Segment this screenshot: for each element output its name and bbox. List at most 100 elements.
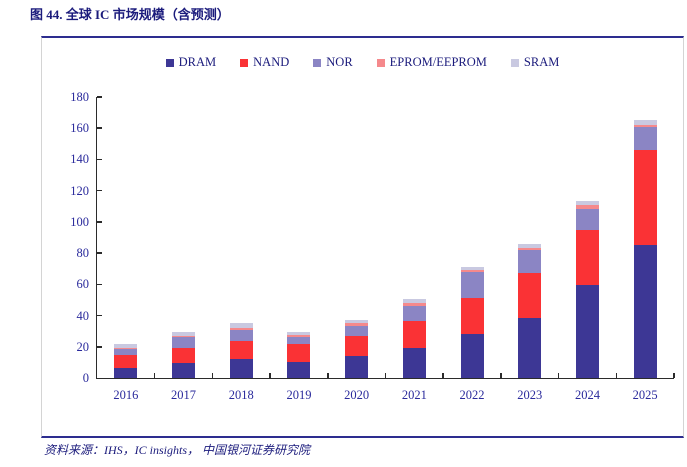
bar-segment-2023-sram bbox=[518, 243, 542, 248]
bar-segment-2024-dram bbox=[575, 285, 599, 378]
x-axis-tick-label: 2020 bbox=[344, 388, 370, 402]
legend-swatch-icon bbox=[240, 58, 249, 67]
plot-area: 0 20 40 60 80 100 120 140 160 180 2016 2017 2018 2019… bbox=[70, 90, 675, 402]
x-axis-tick-mark bbox=[442, 373, 444, 378]
y-axis-tick-label: 180 bbox=[70, 90, 89, 104]
y-axis-tick-label: 0 bbox=[82, 371, 89, 385]
bar-segment-2018-dram bbox=[229, 359, 253, 378]
y-axis-tick-mark bbox=[97, 189, 102, 192]
x-axis-tick-mark bbox=[615, 373, 618, 378]
bar-segment-2017-nand bbox=[172, 347, 196, 364]
x-axis-tick-label: 2025 bbox=[632, 388, 658, 402]
legend-item-nor: NOR bbox=[313, 55, 353, 70]
bar-segment-2020-eprom-eeprom bbox=[345, 322, 369, 326]
legend-label: NAND bbox=[253, 55, 290, 69]
y-axis-tick-mark bbox=[97, 283, 102, 286]
bar-segment-2019-sram bbox=[287, 332, 311, 336]
bar-segment-2018-eprom-eeprom bbox=[229, 327, 253, 330]
bar-segment-2017-dram bbox=[172, 363, 196, 378]
bar-segment-2021-eprom-eeprom bbox=[402, 303, 426, 307]
x-axis-tick-mark bbox=[153, 373, 156, 378]
bar-segment-2025-nand bbox=[633, 150, 657, 246]
bar-segment-2017-sram bbox=[172, 331, 196, 336]
x-axis-tick-label: 2022 bbox=[459, 388, 485, 402]
bar-segment-2020-nor bbox=[345, 325, 369, 336]
x-axis-tick-label: 2019 bbox=[286, 388, 312, 402]
legend-swatch-icon bbox=[165, 58, 174, 67]
bar-segment-2019-nor bbox=[287, 337, 311, 345]
y-axis-tick-mark bbox=[97, 252, 102, 254]
x-axis-tick-mark bbox=[269, 373, 271, 378]
legend-swatch-icon bbox=[376, 58, 385, 67]
x-axis-tick-mark bbox=[557, 373, 560, 378]
legend-swatch-icon bbox=[313, 58, 322, 67]
legend-label: SRAM bbox=[523, 55, 560, 69]
y-axis-tick-label: 40 bbox=[76, 308, 90, 323]
bar-segment-2025-sram bbox=[633, 120, 657, 125]
figure-title: 图 44. 全球 IC 市场规模（含预测） bbox=[30, 7, 230, 22]
y-axis-tick-mark bbox=[97, 158, 102, 161]
legend-label: NOR bbox=[326, 55, 353, 69]
y-axis-tick-mark bbox=[97, 127, 102, 130]
bar-segment-2020-sram bbox=[345, 319, 369, 323]
y-axis-tick-label: 140 bbox=[70, 152, 89, 167]
bar-segment-2021-nand bbox=[402, 321, 426, 348]
bar-segment-2016-dram bbox=[114, 367, 138, 378]
y-axis-tick-mark bbox=[97, 314, 102, 317]
y-axis-tick-label: 60 bbox=[76, 277, 90, 292]
x-axis-tick-mark bbox=[327, 373, 329, 378]
bar-segment-2016-eprom-eeprom bbox=[114, 348, 138, 350]
data-source-note: 资料来源：IHS，IC insights， 中国银河证券研究院 bbox=[44, 443, 311, 457]
y-axis-tick-label: 160 bbox=[70, 121, 89, 136]
y-axis-tick-mark bbox=[97, 221, 102, 223]
bar-segment-2023-eprom-eeprom bbox=[518, 247, 542, 250]
bar-segment-2020-nand bbox=[345, 335, 369, 357]
bar-segment-2022-dram bbox=[460, 334, 484, 378]
x-axis-tick-label: 2016 bbox=[113, 388, 139, 402]
bar-segment-2019-dram bbox=[287, 361, 311, 378]
y-axis-tick-mark bbox=[97, 345, 102, 348]
legend-item-nand: NAND bbox=[240, 55, 289, 70]
bar-segment-2018-nor bbox=[229, 329, 253, 342]
bar-segment-2025-eprom-eeprom bbox=[633, 124, 657, 128]
bar-segment-2023-nor bbox=[518, 250, 542, 273]
bar-segment-2023-dram bbox=[518, 317, 542, 378]
legend-item-dram: DRAM bbox=[165, 55, 217, 70]
x-axis-tick-mark bbox=[211, 373, 214, 378]
bar-segment-2023-nand bbox=[518, 272, 542, 318]
x-axis-tick-label: 2023 bbox=[517, 388, 543, 402]
y-axis-tick-label: 100 bbox=[70, 214, 89, 229]
bar-segment-2016-sram bbox=[114, 344, 138, 349]
y-axis-tick-label: 80 bbox=[76, 246, 90, 261]
bar-segment-2024-nor bbox=[575, 208, 599, 230]
bar-segment-2018-nand bbox=[229, 341, 253, 360]
x-axis-tick-label: 2021 bbox=[401, 388, 427, 402]
bar-segment-2016-nand bbox=[114, 355, 138, 368]
legend-item-eprom-eeprom: EPROM/EEPROM bbox=[376, 55, 487, 70]
bar-segment-2016-nor bbox=[114, 349, 138, 356]
x-axis-tick-label: 2018 bbox=[228, 388, 254, 402]
bar-segment-2024-nand bbox=[575, 229, 599, 286]
bar-segment-2025-nor bbox=[633, 127, 657, 151]
x-axis-tick-mark bbox=[673, 373, 675, 378]
bar-segment-2024-eprom-eeprom bbox=[575, 204, 599, 209]
bar-segment-2017-nor bbox=[172, 337, 196, 348]
bar-segment-2021-dram bbox=[402, 347, 426, 378]
bar-segment-2019-nand bbox=[287, 344, 311, 362]
bar-segment-2018-sram bbox=[229, 323, 253, 328]
bar-segment-2022-nand bbox=[460, 298, 484, 335]
x-axis-tick-label: 2017 bbox=[171, 388, 197, 402]
bar-segment-2021-nor bbox=[402, 306, 426, 322]
legend-label: DRAM bbox=[178, 55, 217, 69]
bar-segment-2022-eprom-eeprom bbox=[460, 269, 484, 272]
legend-item-sram: SRAM bbox=[510, 55, 560, 70]
legend-label: EPROM/EEPROM bbox=[389, 55, 487, 69]
bar-segment-2019-eprom-eeprom bbox=[287, 335, 311, 338]
y-axis-tick-label: 20 bbox=[76, 339, 90, 354]
bar-segment-2020-dram bbox=[345, 356, 369, 378]
y-axis-tick-label: 120 bbox=[70, 183, 89, 198]
x-axis-tick-label: 2024 bbox=[574, 388, 600, 402]
legend-swatch-icon bbox=[510, 58, 519, 67]
bar-segment-2025-dram bbox=[633, 245, 657, 378]
